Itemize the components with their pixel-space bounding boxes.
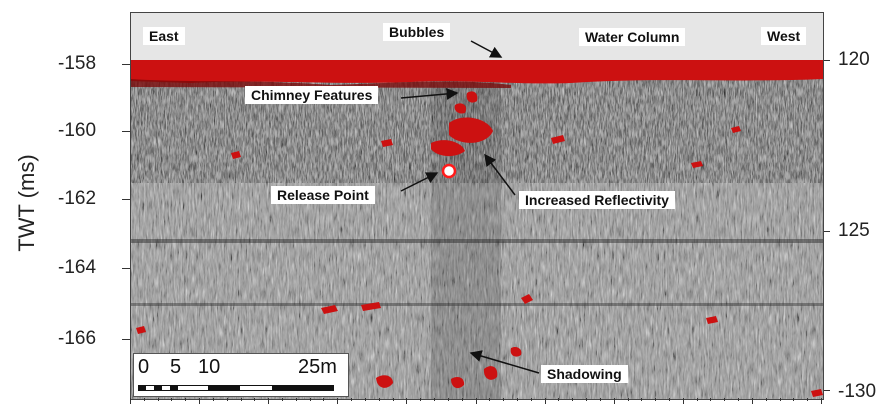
y-tick-label: -166 [58,328,97,349]
scale-segment [208,385,240,391]
y-tick-label: -164 [58,257,97,278]
right-tick-mark [822,60,830,61]
label-increased-reflectivity: Increased Reflectivity [519,191,675,209]
scale-label: 10 [198,356,221,378]
label-shadowing: Shadowing [541,365,628,383]
right-tick-label: 125 [838,220,870,241]
scale-label: 25m [298,356,337,378]
scale-segment [154,385,162,391]
label-chimney-features: Chimney Features [245,86,379,104]
seismic-profile-panel: East Bubbles Water Column West Chimney F… [130,12,824,400]
y-tick-label: -158 [58,53,97,74]
y-tick-mark [122,131,130,132]
label-water-column: Water Column [579,28,686,46]
bottom-tick-marks [130,398,822,404]
scale-label: 0 [138,356,150,378]
label-west: West [761,27,807,45]
y-tick-mark [122,268,130,269]
label-release-point: Release Point [271,186,375,204]
scale-segment [240,385,272,391]
release-point-arrow [400,172,439,192]
label-east: East [143,27,185,45]
label-bubbles: Bubbles [383,23,451,41]
right-tick-mark [822,231,830,232]
scale-segment [146,385,154,391]
scale-segment [138,385,146,391]
reflectivity-arrow [484,153,516,196]
right-tick-mark [822,390,830,391]
y-tick-mark [122,339,130,340]
scale-segment [272,385,334,391]
release-point-marker [441,163,457,179]
scale-label: 5 [170,356,182,378]
scale-segment [178,385,208,391]
annotation-arrows [400,40,540,374]
y-axis-label: TWT (ms) [14,154,39,252]
chimney-arrow [400,87,459,100]
y-tick-label: -162 [58,188,97,209]
right-tick-label: -130 [838,381,877,402]
y-tick-mark [122,199,130,200]
y-tick-mark [122,64,130,65]
y-tick-label: -160 [58,120,97,141]
bubbles-arrow [470,40,503,58]
scale-segment [170,385,178,391]
right-tick-label: 120 [838,49,870,70]
shadowing-arrow [469,350,540,374]
scale-segment [162,385,170,391]
scale-bar: 0 5 10 25m [133,353,349,397]
